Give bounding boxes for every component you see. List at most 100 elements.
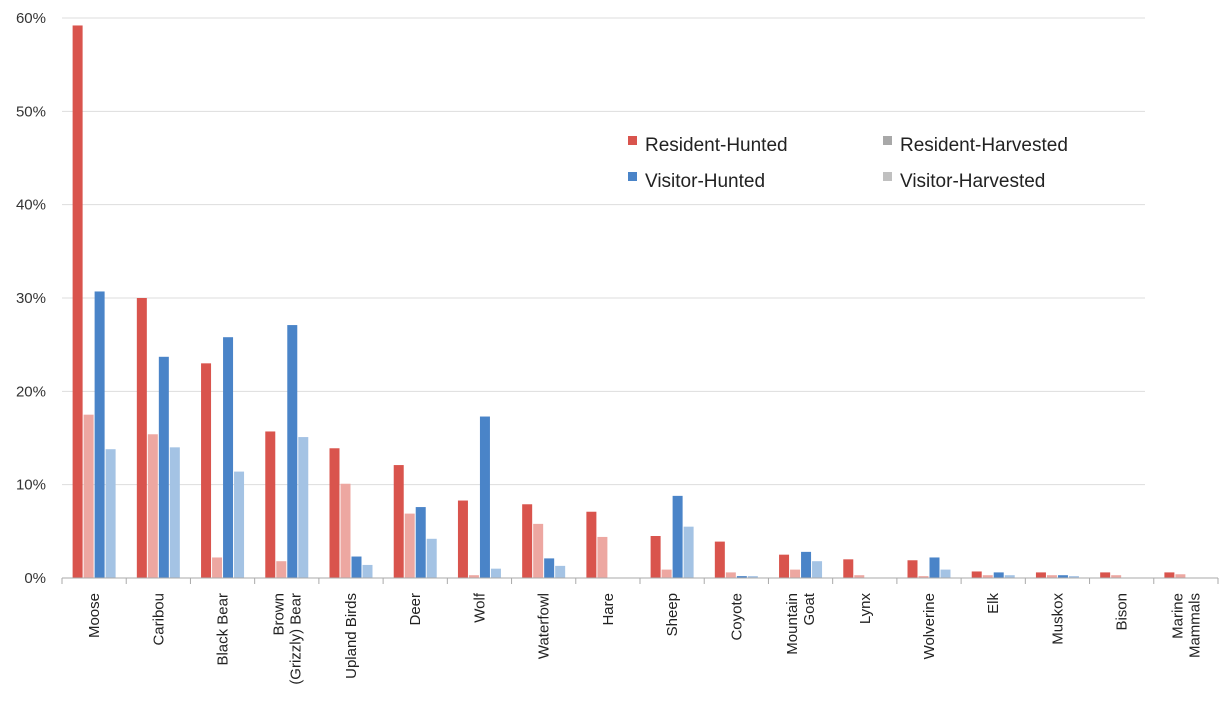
bar-resident-hunted xyxy=(650,536,661,578)
bar-resident-hunted xyxy=(714,541,725,578)
bar-visitor-hunted xyxy=(415,507,426,578)
bar-visitor-harvested xyxy=(490,568,501,578)
bar-resident-hunted xyxy=(457,500,468,578)
bar-resident-harvested xyxy=(468,575,479,578)
bar-resident-hunted xyxy=(393,465,404,578)
bar-visitor-harvested xyxy=(298,437,309,578)
bar-resident-harvested xyxy=(725,572,736,578)
bar-resident-hunted xyxy=(1100,572,1111,578)
bar-resident-hunted xyxy=(329,448,340,578)
bar-resident-harvested xyxy=(1111,575,1122,578)
x-tick-label: Deer xyxy=(407,593,424,626)
bar-visitor-hunted xyxy=(544,558,555,578)
bar-visitor-hunted xyxy=(929,557,940,578)
bar-resident-hunted xyxy=(1035,572,1046,578)
legend: Resident-Hunted Resident-Harvested Visit… xyxy=(628,135,1068,192)
x-tick-label: Lynx xyxy=(857,593,874,625)
legend-swatch-visitor-harvested xyxy=(883,172,892,181)
y-tick-label: 20% xyxy=(16,383,46,400)
bar-visitor-hunted xyxy=(801,551,812,578)
bar-resident-harvested xyxy=(661,569,672,578)
x-tick-label: Coyote xyxy=(728,593,745,641)
bar-visitor-harvested xyxy=(169,447,180,578)
x-tick-label: Black Bear xyxy=(215,593,232,666)
bar-resident-harvested xyxy=(340,483,351,578)
bar-resident-harvested xyxy=(404,513,415,578)
x-tick-label: Mountain xyxy=(784,593,801,655)
x-tick-label: Marine xyxy=(1169,593,1186,639)
x-axis: Moose Caribou Black Bear Brown (Grizzly) Bea… xyxy=(61,578,1219,685)
bar-visitor-harvested xyxy=(1068,576,1079,578)
bar-resident-harvested xyxy=(1175,574,1186,578)
bar-resident-hunted xyxy=(1164,572,1175,578)
bar-resident-hunted xyxy=(136,298,147,578)
bar-visitor-hunted xyxy=(479,416,490,578)
bar-resident-harvested xyxy=(276,561,287,578)
x-tick-label: Upland Birds xyxy=(343,593,360,679)
legend-label-resident-harvested: Resident-Harvested xyxy=(900,135,1068,156)
y-tick-label: 0% xyxy=(24,570,46,587)
bar-resident-harvested xyxy=(918,576,929,578)
bar-resident-harvested xyxy=(83,414,94,578)
bar-visitor-hunted xyxy=(672,495,683,578)
x-tick-label: (Grizzly) Bear xyxy=(287,593,304,685)
legend-label-visitor-hunted: Visitor-Hunted xyxy=(645,171,765,192)
bar-resident-hunted xyxy=(779,554,790,578)
x-tick-label: Hare xyxy=(600,593,617,626)
bar-visitor-harvested xyxy=(747,576,758,578)
bar-visitor-harvested xyxy=(362,564,373,578)
bar-resident-harvested xyxy=(1046,575,1057,578)
bar-visitor-hunted xyxy=(993,572,1004,578)
x-tick-label: Muskox xyxy=(1049,593,1066,645)
x-tick-label: Elk xyxy=(985,593,1002,614)
bar-resident-harvested xyxy=(147,434,158,578)
bar-visitor-hunted xyxy=(94,291,105,578)
bar-series xyxy=(72,25,1186,578)
y-tick-label: 60% xyxy=(16,10,46,27)
x-tick-label: Caribou xyxy=(150,593,167,646)
bar-resident-hunted xyxy=(522,504,533,578)
bar-resident-harvested xyxy=(790,569,801,578)
bar-resident-hunted xyxy=(265,431,276,578)
bar-resident-hunted xyxy=(971,571,982,578)
x-tick-label: Waterfowl xyxy=(536,593,553,659)
bar-resident-harvested xyxy=(533,523,544,578)
bar-visitor-hunted xyxy=(223,337,234,578)
bar-visitor-hunted xyxy=(158,356,169,578)
x-tick-label: Wolf xyxy=(471,592,488,623)
bar-resident-harvested xyxy=(597,536,608,578)
legend-swatch-resident-harvested xyxy=(883,136,892,145)
y-tick-label: 40% xyxy=(16,197,46,214)
bar-resident-hunted xyxy=(907,560,918,578)
bar-resident-harvested xyxy=(212,557,223,578)
bar-visitor-harvested xyxy=(940,569,951,578)
bar-resident-harvested xyxy=(982,575,993,578)
bar-visitor-hunted xyxy=(736,576,747,578)
bar-resident-hunted xyxy=(586,511,597,578)
x-tick-label: Bison xyxy=(1114,593,1131,631)
y-tick-label: 10% xyxy=(16,477,46,494)
y-tick-label: 50% xyxy=(16,103,46,120)
bar-visitor-hunted xyxy=(351,556,362,578)
bar-visitor-harvested xyxy=(1004,575,1015,578)
legend-label-resident-hunted: Resident-Hunted xyxy=(645,135,788,156)
x-tick-label: Wolverine xyxy=(921,593,938,659)
x-tick-label: Goat xyxy=(801,592,818,625)
x-tick-label: Moose xyxy=(86,593,103,638)
bar-visitor-harvested xyxy=(683,526,694,578)
bar-resident-hunted xyxy=(72,25,83,578)
legend-label-visitor-harvested: Visitor-Harvested xyxy=(900,171,1045,192)
bar-resident-hunted xyxy=(201,363,212,578)
bar-resident-hunted xyxy=(843,559,854,578)
y-axis: 0% 10% 20% 30% 40% 50% 60% xyxy=(16,10,46,587)
legend-swatch-resident-hunted xyxy=(628,136,637,145)
x-tick-label: Mammals xyxy=(1186,593,1203,658)
bar-visitor-harvested xyxy=(812,561,823,578)
grid-lines xyxy=(62,17,1145,486)
bar-visitor-hunted xyxy=(1057,575,1068,578)
bar-visitor-harvested xyxy=(426,538,437,578)
bar-visitor-harvested xyxy=(234,471,245,578)
bar-visitor-hunted xyxy=(287,325,298,578)
bar-visitor-harvested xyxy=(555,565,566,578)
